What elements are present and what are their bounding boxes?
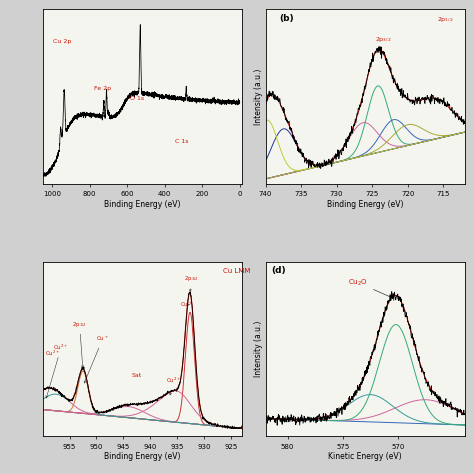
X-axis label: Binding Energy (eV): Binding Energy (eV) (104, 200, 181, 209)
Text: Cu$^{2+}$: Cu$^{2+}$ (166, 376, 182, 395)
Y-axis label: Intensity (a.u.): Intensity (a.u.) (254, 321, 263, 377)
Text: Cu$^{2+}$: Cu$^{2+}$ (46, 343, 69, 398)
Text: Cu$^+$: Cu$^+$ (180, 301, 193, 310)
Y-axis label: Intensity (a.u.): Intensity (a.u.) (254, 68, 263, 125)
Text: (b): (b) (280, 14, 294, 23)
Text: Cu LMM: Cu LMM (223, 267, 250, 273)
X-axis label: Binding Energy (eV): Binding Energy (eV) (104, 453, 181, 462)
Text: Cu$^{2+}$: Cu$^{2+}$ (46, 349, 61, 358)
Text: Sat: Sat (131, 373, 142, 378)
Text: Cu$^+$: Cu$^+$ (84, 334, 109, 383)
Text: Cu$_2$O: Cu$_2$O (348, 278, 393, 298)
X-axis label: Binding Energy (eV): Binding Energy (eV) (327, 200, 403, 209)
Text: Cu 2p: Cu 2p (53, 39, 72, 44)
Text: 2p$_{1/2}$: 2p$_{1/2}$ (72, 320, 87, 368)
Text: 2p$_{1/2}$: 2p$_{1/2}$ (438, 16, 454, 24)
Text: O 1s: O 1s (130, 96, 145, 101)
Text: C 1s: C 1s (175, 139, 188, 144)
Text: Fe 2p: Fe 2p (94, 86, 111, 91)
Text: 2p$_{3/2}$: 2p$_{3/2}$ (183, 275, 198, 292)
Text: (d): (d) (271, 265, 286, 274)
Text: 2p$_{3/2}$: 2p$_{3/2}$ (374, 35, 391, 44)
X-axis label: Kinetic Energy (eV): Kinetic Energy (eV) (328, 453, 402, 462)
